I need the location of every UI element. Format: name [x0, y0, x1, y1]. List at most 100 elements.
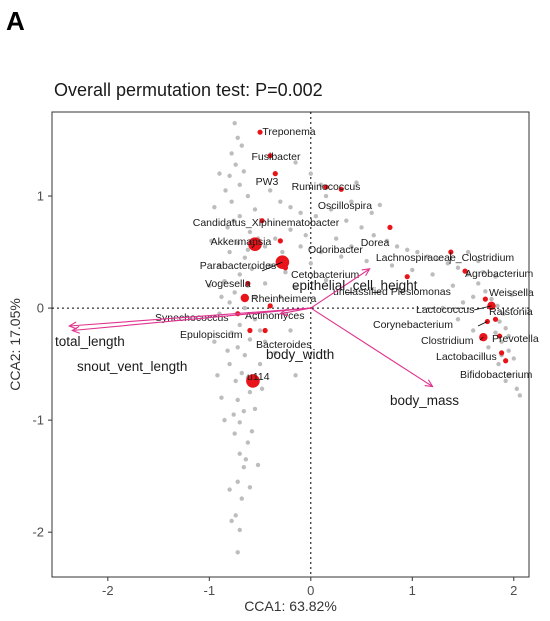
sample-point [240, 371, 244, 375]
sample-point [236, 480, 240, 484]
taxon-label: Corynebacterium [373, 319, 453, 331]
x-tick-label: -2 [102, 583, 114, 598]
taxon-label: Oscillospira [318, 200, 372, 212]
sample-point [236, 550, 240, 554]
sample-point [236, 136, 240, 140]
env-vector-label: body_mass [390, 393, 459, 408]
sample-point [260, 387, 264, 391]
sample-point [246, 194, 250, 198]
sample-point [256, 463, 260, 467]
sample-point [227, 362, 231, 366]
taxon-point [503, 358, 508, 363]
sample-point [288, 328, 292, 332]
sample-point [258, 328, 262, 332]
sample-point [219, 396, 223, 400]
sample-point [229, 151, 233, 155]
sample-point [483, 289, 487, 293]
sample-point [242, 409, 246, 413]
sample-point [231, 412, 235, 416]
sample-point [223, 188, 227, 192]
sample-point [219, 295, 223, 299]
sample-point [253, 207, 257, 211]
taxon-label: Prevotella [492, 333, 539, 345]
chart-title: Overall permutation test: P=0.002 [54, 80, 323, 100]
sample-point [250, 429, 254, 433]
sample-point [456, 266, 460, 270]
sample-point [518, 393, 522, 397]
sample-point [344, 218, 348, 222]
sample-point [233, 162, 237, 166]
sample-point [233, 379, 237, 383]
taxon-point [483, 297, 488, 302]
env-vector-label: body_width [266, 347, 334, 362]
sample-point [512, 356, 516, 360]
x-tick-label: 1 [409, 583, 416, 598]
sample-point [263, 281, 267, 285]
sample-point [236, 398, 240, 402]
sample-point [273, 236, 277, 240]
taxon-label: Ruminococcus [292, 181, 361, 193]
x-tick-label: -1 [204, 583, 216, 598]
sample-point [503, 326, 507, 330]
sample-point [253, 407, 257, 411]
sample-point [238, 272, 242, 276]
sample-point [507, 348, 511, 352]
sample-point [309, 261, 313, 265]
sample-point [298, 244, 302, 248]
sample-point [248, 337, 252, 341]
sample-point [451, 283, 455, 287]
sample-point [280, 250, 284, 254]
taxon-label: Dorea [361, 237, 390, 249]
sample-point [515, 387, 519, 391]
sample-point [225, 348, 229, 352]
x-axis-title: CCA1: 63.82% [244, 598, 337, 614]
sample-point [240, 143, 244, 147]
sample-point [244, 457, 248, 461]
sample-point [410, 268, 414, 272]
taxon-label: PW3 [256, 176, 279, 188]
taxon-label: Akkermansia [211, 236, 272, 248]
taxon-label: Epulopiscium [180, 329, 243, 341]
y-tick-label: -2 [32, 525, 44, 540]
sample-point [215, 373, 219, 377]
sample-point [309, 171, 313, 175]
y-tick-label: 0 [37, 301, 44, 316]
sample-point [240, 496, 244, 500]
sample-point [212, 205, 216, 209]
sample-point [229, 199, 233, 203]
sample-point [395, 244, 399, 248]
sample-point [248, 485, 252, 489]
sample-point [258, 362, 262, 366]
sample-point [227, 174, 231, 178]
sample-point [227, 250, 231, 254]
sample-point [471, 328, 475, 332]
taxon-label: Clostridium [421, 335, 474, 347]
taxon-label: Bifidobacterium [460, 369, 533, 381]
sample-point [236, 345, 240, 349]
sample-point [496, 362, 500, 366]
taxon-point [283, 265, 288, 270]
sample-point [364, 259, 368, 263]
sample-point [232, 121, 236, 125]
sample-point [268, 188, 272, 192]
sample-point [293, 373, 297, 377]
sample-point [248, 230, 252, 234]
taxon-label: Candidatus_Xiphinematobacter [193, 217, 340, 229]
env-vector-label: total_length [55, 334, 125, 349]
taxon-label: Lactobacillus [436, 351, 497, 363]
sample-point [242, 169, 246, 173]
sample-point [246, 248, 250, 252]
taxon-label: Odoribacter [308, 244, 363, 256]
sample-point [486, 345, 490, 349]
sample-point [233, 513, 237, 517]
sample-point [217, 171, 221, 175]
env-vector-label: snout_vent_length [77, 359, 187, 374]
sample-point [334, 236, 338, 240]
x-tick-label: 0 [307, 583, 314, 598]
taxon-label: Lachnospiraceae_Clostridium [376, 252, 515, 264]
taxon-label: u114 [247, 371, 270, 383]
sample-point [238, 452, 242, 456]
sample-point [283, 270, 287, 274]
taxon-point [499, 350, 504, 355]
